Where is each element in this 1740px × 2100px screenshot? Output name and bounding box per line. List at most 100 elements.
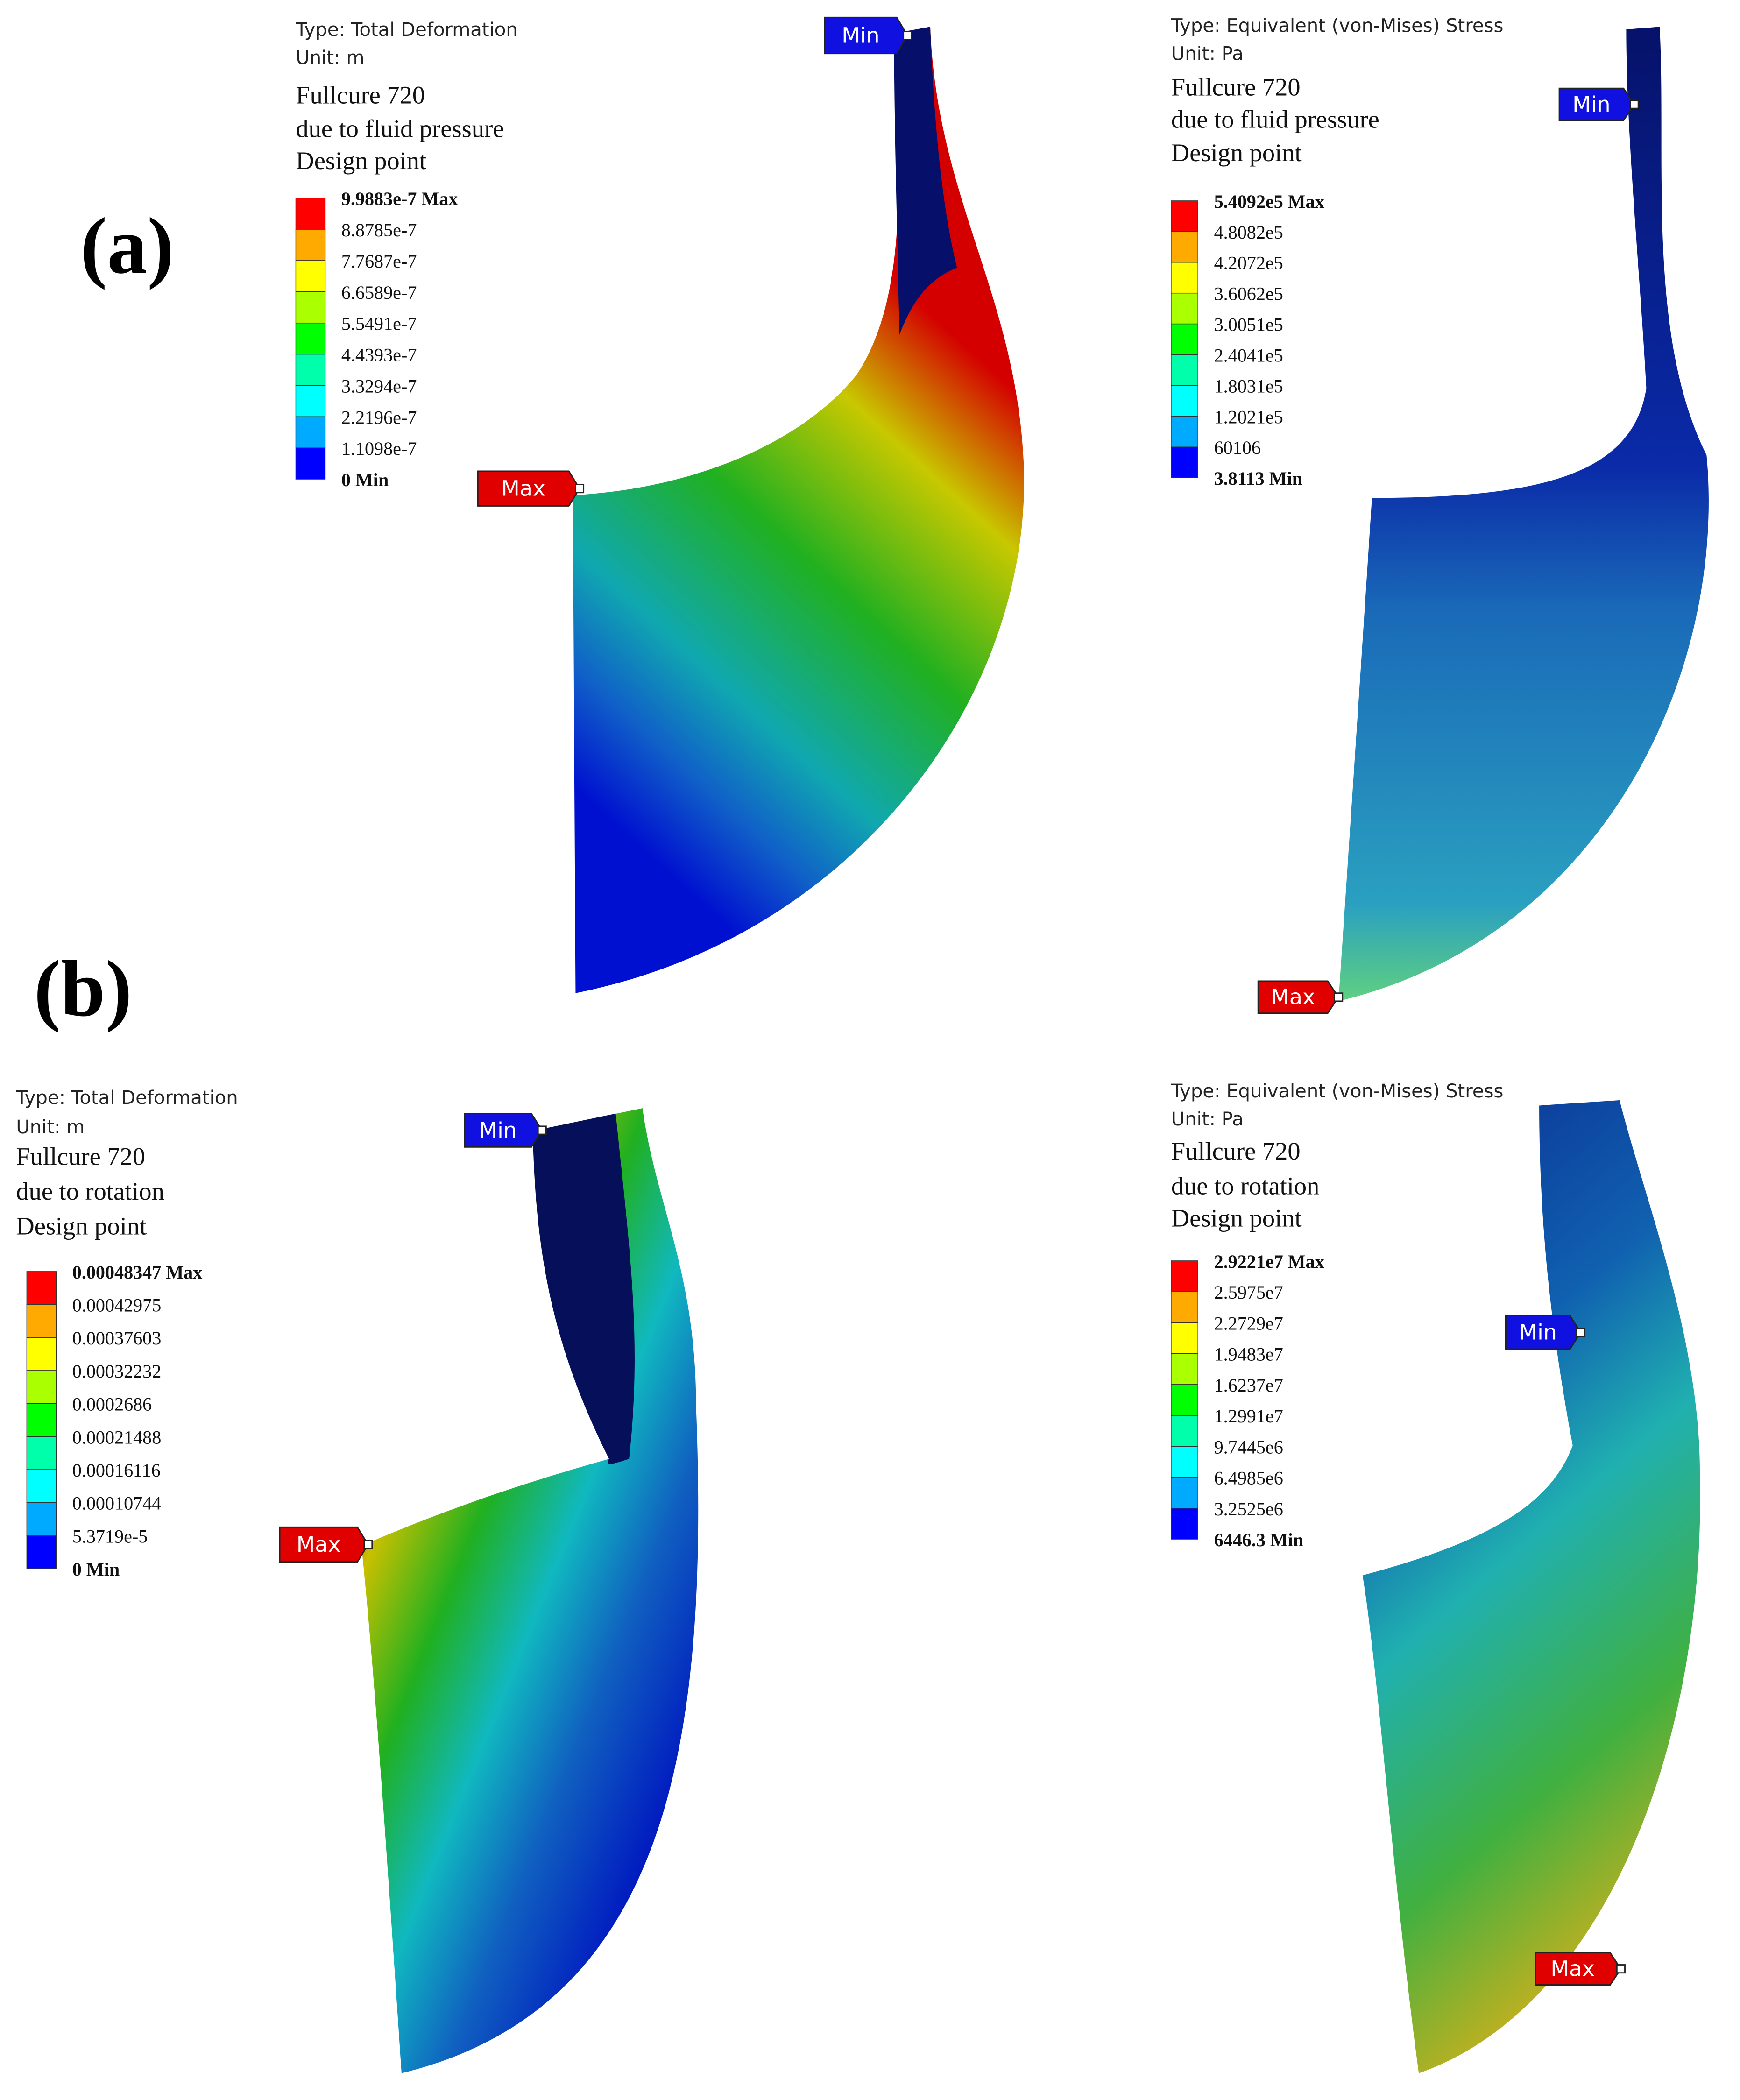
- probe-tag: [824, 16, 908, 55]
- probe-point: [903, 30, 912, 40]
- probe-tag-label: Max: [1271, 984, 1315, 1010]
- legend-label: 7.7687e-7: [341, 251, 417, 272]
- legend-swatch: [1171, 200, 1198, 232]
- result-title: Design point: [1171, 1203, 1302, 1232]
- result-unit: Unit: Pa: [1171, 43, 1244, 65]
- legend-label: 4.2072e5: [1214, 253, 1283, 274]
- legend-swatch: [26, 1535, 57, 1569]
- probe-tag-label: Min: [842, 22, 879, 48]
- legend-swatch: [26, 1271, 57, 1305]
- legend-label: 0.00042975: [72, 1294, 162, 1315]
- legend-swatch: [1171, 1508, 1198, 1540]
- legend-swatch: [1171, 1322, 1198, 1354]
- probe-point: [1629, 99, 1639, 109]
- legend-swatch: [26, 1403, 57, 1437]
- legend-label: 2.4041e5: [1214, 345, 1283, 366]
- probe-tag: [1535, 1952, 1622, 1986]
- legend-swatch: [1171, 323, 1198, 355]
- legend-label: 5.5491e-7: [341, 313, 417, 334]
- probe-tag: [1505, 1315, 1582, 1350]
- legend-swatch: [1171, 354, 1198, 386]
- probe-tag-label: Max: [297, 1532, 341, 1557]
- panel-label: (a): [80, 202, 174, 290]
- result-title: Fullcure 720: [1171, 1137, 1301, 1165]
- result-title: Fullcure 720: [1171, 73, 1301, 101]
- blade-shape: [1338, 27, 1709, 1001]
- panel-label: (b): [34, 945, 132, 1033]
- legend-label: 9.7445e6: [1214, 1436, 1283, 1457]
- blade-shape: [532, 1113, 635, 1464]
- legend-label: 0 Min: [341, 469, 389, 490]
- legend-swatch: [295, 416, 326, 448]
- probe-tag: [1558, 87, 1635, 121]
- legend-label: 4.8082e5: [1214, 222, 1283, 243]
- legend-swatch: [1171, 416, 1198, 448]
- legend-swatch: [295, 447, 326, 480]
- legend-swatch: [295, 229, 326, 261]
- legend-swatch: [1171, 1477, 1198, 1509]
- legend-swatch: [26, 1337, 57, 1371]
- legend-label: 2.5975e7: [1214, 1282, 1283, 1303]
- legend-swatch: [295, 354, 326, 386]
- legend-swatch: [295, 198, 326, 230]
- legend-label: 1.1098e-7: [341, 438, 417, 459]
- legend-swatch: [26, 1502, 57, 1536]
- legend-swatch: [1171, 1415, 1198, 1447]
- legend-label: 1.6237e7: [1214, 1375, 1283, 1396]
- probe-point: [537, 1125, 547, 1135]
- legend-swatch: [295, 291, 326, 324]
- legend-swatch: [1171, 1353, 1198, 1385]
- legend-label: 6446.3 Min: [1214, 1529, 1304, 1550]
- result-title: Design point: [16, 1212, 147, 1240]
- result-title: due to fluid pressure: [1171, 105, 1379, 133]
- legend-label: 60106: [1214, 437, 1261, 458]
- legend-swatch: [26, 1304, 57, 1338]
- result-type: Type: Equivalent (von-Mises) Stress: [1171, 15, 1503, 36]
- blade-shape: [361, 1108, 699, 2073]
- legend-swatch: [26, 1436, 57, 1470]
- legend-label: 0.00037603: [72, 1328, 162, 1349]
- probe-point: [575, 484, 585, 494]
- legend-label: 3.3294e-7: [341, 375, 417, 396]
- legend-label: 0 Min: [72, 1559, 120, 1580]
- result-unit: Unit: Pa: [1171, 1109, 1244, 1130]
- result-type: Type: Equivalent (von-Mises) Stress: [1171, 1081, 1503, 1102]
- result-title: due to rotation: [1171, 1172, 1319, 1200]
- probe-tag-label: Max: [1550, 1956, 1595, 1981]
- result-type: Type: Total Deformation: [15, 1087, 238, 1109]
- legend-swatch: [1171, 1260, 1198, 1292]
- legend-swatch: [1171, 1291, 1198, 1323]
- result-title: Design point: [1171, 138, 1302, 167]
- result-unit: Unit: m: [16, 1117, 85, 1138]
- legend-swatch: [295, 260, 326, 292]
- result-title: Design point: [296, 146, 426, 175]
- legend-label: 1.2991e7: [1214, 1406, 1283, 1427]
- probe-tag: [279, 1526, 369, 1563]
- legend-label: 0.00010744: [72, 1493, 162, 1514]
- legend-label: 4.4393e-7: [341, 345, 417, 366]
- legend-label: 1.2021e5: [1214, 406, 1283, 427]
- legend-label: 0.00032232: [72, 1361, 162, 1382]
- probe-tag: [1257, 980, 1339, 1014]
- blade-shape: [573, 27, 1025, 993]
- legend-label: 0.00048347 Max: [72, 1262, 203, 1283]
- legend-label: 6.4985e6: [1214, 1468, 1283, 1489]
- probe-tag-label: Min: [1519, 1320, 1557, 1345]
- result-title: Fullcure 720: [296, 81, 425, 109]
- legend-label: 3.2525e6: [1214, 1499, 1283, 1520]
- legend-label: 9.9883e-7 Max: [341, 188, 458, 209]
- result-title: due to fluid pressure: [296, 114, 504, 142]
- legend-swatch: [1171, 446, 1198, 478]
- legend-label: 3.0051e5: [1214, 314, 1283, 335]
- blade-shape: [1362, 1100, 1700, 2073]
- legend-swatch: [1171, 262, 1198, 294]
- legend-swatch: [1171, 385, 1198, 417]
- legend-label: 2.9221e7 Max: [1214, 1251, 1324, 1272]
- legend-label: 5.3719e-5: [72, 1526, 148, 1547]
- legend-swatch: [26, 1469, 57, 1503]
- legend-swatch: [1171, 231, 1198, 263]
- legend-swatch: [1171, 1384, 1198, 1416]
- legend-label: 3.6062e5: [1214, 283, 1283, 304]
- legend-swatch: [295, 385, 326, 417]
